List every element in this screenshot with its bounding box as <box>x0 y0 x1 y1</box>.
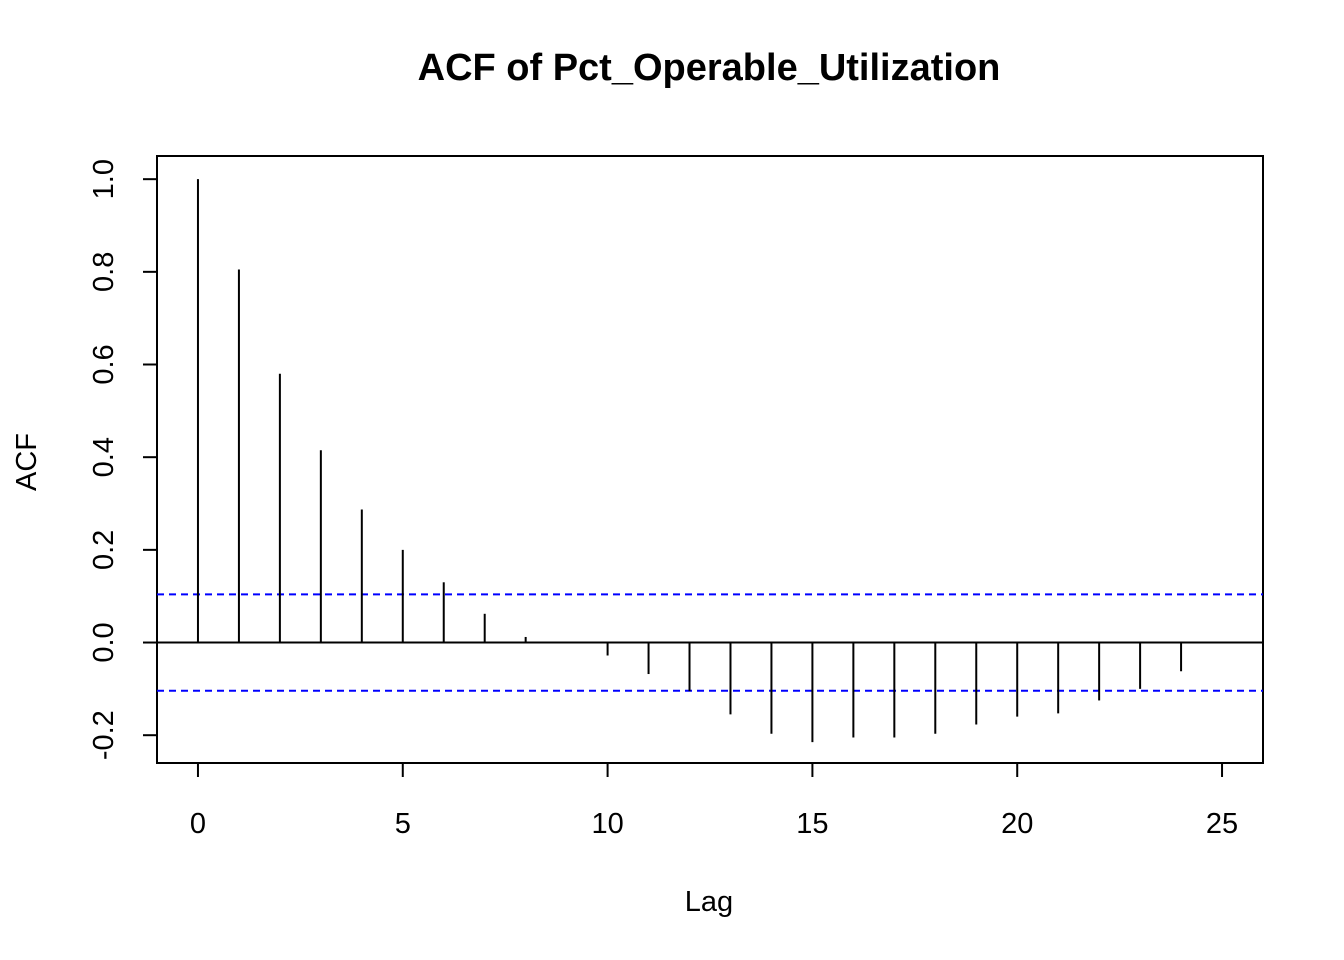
acf-bars <box>196 179 1183 743</box>
x-tick-label: 20 <box>1001 808 1033 840</box>
y-tick-label: 0.6 <box>88 344 120 384</box>
y-axis-label: ACF <box>11 433 43 491</box>
y-tick-label: 1.0 <box>88 159 120 199</box>
y-tick-label: -0.2 <box>88 710 120 760</box>
plot-frame <box>156 155 1264 764</box>
y-axis: -0.2 0.0 0.2 0.4 0.6 0.8 1.0 <box>88 159 157 760</box>
x-axis-label: Lag <box>685 886 733 918</box>
x-tick-label: 5 <box>395 808 411 840</box>
x-tick-label: 25 <box>1206 808 1238 840</box>
y-tick-label: 0.8 <box>88 252 120 292</box>
x-tick-label: 0 <box>190 808 206 840</box>
y-tick-label: 0.2 <box>88 530 120 570</box>
chart-title: ACF of Pct_Operable_Utilization <box>418 47 1001 89</box>
y-tick-label: 0.4 <box>88 437 120 477</box>
x-tick-label: 10 <box>591 808 623 840</box>
confidence-bounds <box>157 593 1263 692</box>
y-tick-label: 0.0 <box>88 622 120 662</box>
x-tick-label: 15 <box>796 808 828 840</box>
x-axis: 0 5 10 15 20 25 <box>190 763 1238 840</box>
